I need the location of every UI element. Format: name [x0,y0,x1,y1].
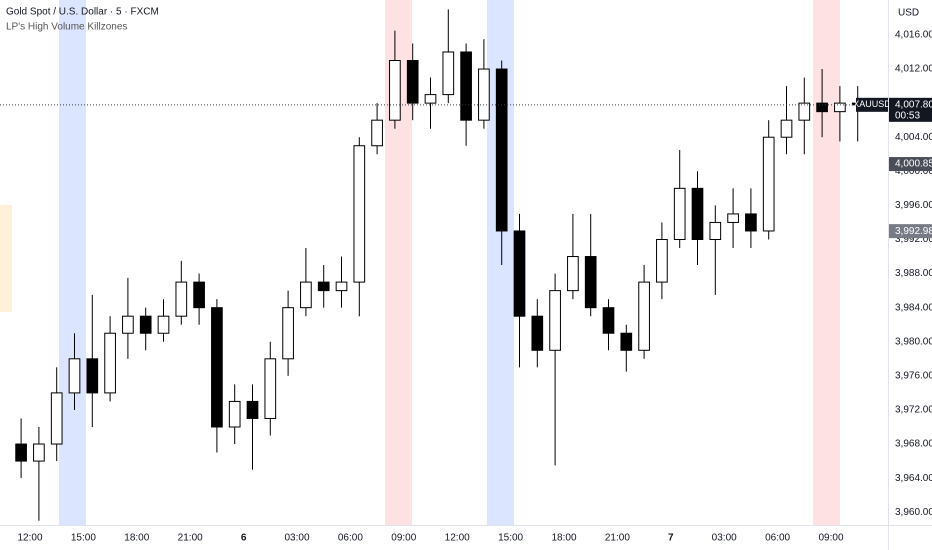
symbol-tag [856,97,888,112]
candle-body [638,281,650,351]
candle-body [68,358,81,394]
x-tick-label: 06:00 [765,533,790,544]
candle-body [424,94,437,104]
candle-body [495,68,508,232]
price-marker-label: 4,000.85 [895,159,932,170]
candle-body [709,221,722,240]
y-tick-label: 4,016.00 [895,30,932,41]
y-tick-label: 3,968.00 [895,439,932,450]
candle-body [246,400,259,419]
candle-body [531,315,544,351]
y-tick-label: 3,964.00 [895,473,932,484]
candle-body [780,119,793,138]
y-tick-label: 3,960.00 [895,507,932,518]
candle-body [104,332,116,394]
candle-body [602,307,615,334]
candle-body [317,281,330,292]
x-tick-label: 09:00 [818,533,843,544]
candle-body [335,281,348,292]
y-tick-label: 3,980.00 [895,336,932,347]
price-marker-box [889,157,932,172]
candle-body [478,68,490,121]
candle-body [442,51,455,96]
chart-subtitle: LP's High Volume Killzones [6,22,127,33]
x-tick-label: 7 [668,533,674,544]
y-tick-label: 4,000.00 [895,166,932,177]
candle-body [584,256,597,309]
last-price-box [889,97,932,122]
price-marker-label: 3,992.98 [895,226,932,237]
currency-label: USD [898,8,919,19]
candle-body [33,443,45,462]
zone-box [0,205,12,312]
candle-body [656,238,668,283]
killzone-band [59,0,86,525]
y-tick-label: 3,972.00 [895,405,932,416]
candle-body [727,213,739,223]
x-tick-label: 15:00 [71,533,96,544]
candle-body [139,315,152,334]
price-marker-box [889,224,932,239]
x-tick-label: 12:00 [445,533,470,544]
candle-body [762,136,775,232]
candle-body [211,307,223,428]
candle-body [264,358,277,419]
candle-body [157,315,170,334]
candle-body [673,187,686,240]
candle-body [86,358,99,394]
y-tick-label: 3,996.00 [895,200,932,211]
candle-body [691,187,704,240]
candle-body [175,281,188,317]
x-tick-label: 18:00 [124,533,149,544]
candle-body [193,281,205,309]
candle-body [282,307,294,360]
candle-body [816,102,828,113]
x-tick-label: 06:00 [338,533,363,544]
candle-body [371,119,383,147]
candle-body [513,230,526,317]
x-tick-label: 03:00 [284,533,309,544]
x-tick-label: 21:00 [605,533,630,544]
candle-body [549,290,561,351]
x-tick-label: 15:00 [498,533,523,544]
last-price-label: 4,007.80 [895,99,932,110]
candle-body [460,51,472,121]
y-tick-label: 4,004.00 [895,132,932,143]
y-tick-label: 3,988.00 [895,268,932,279]
chart-title: Gold Spot / U.S. Dollar · 5 · FXCM [6,7,159,18]
symbol-label: XAUUSD [853,99,891,109]
x-tick-label: 6 [241,533,247,544]
candle-body [834,102,846,113]
candle-body [798,102,811,121]
candle-body [15,443,27,462]
x-tick-label: 21:00 [178,533,203,544]
candle-body [122,315,134,334]
candle-body [228,400,241,428]
y-tick-label: 4,012.00 [895,64,932,75]
countdown-label: 00:53 [895,110,920,121]
candle-body [300,281,312,309]
candle-body [567,256,579,292]
candle-body [745,213,757,232]
x-tick-label: 12:00 [17,533,42,544]
killzone-band [813,0,840,525]
y-tick-label: 3,976.00 [895,370,932,381]
y-tick-label: 3,984.00 [895,302,932,313]
x-tick-label: 18:00 [551,533,576,544]
y-tick-label: 3,992.00 [895,234,932,245]
candle-body [406,60,419,104]
x-tick-label: 09:00 [391,533,416,544]
candle-body [50,392,63,445]
x-tick-label: 03:00 [712,533,737,544]
candle-body [353,145,366,283]
candle-body [620,332,633,351]
candle-body [389,60,401,121]
